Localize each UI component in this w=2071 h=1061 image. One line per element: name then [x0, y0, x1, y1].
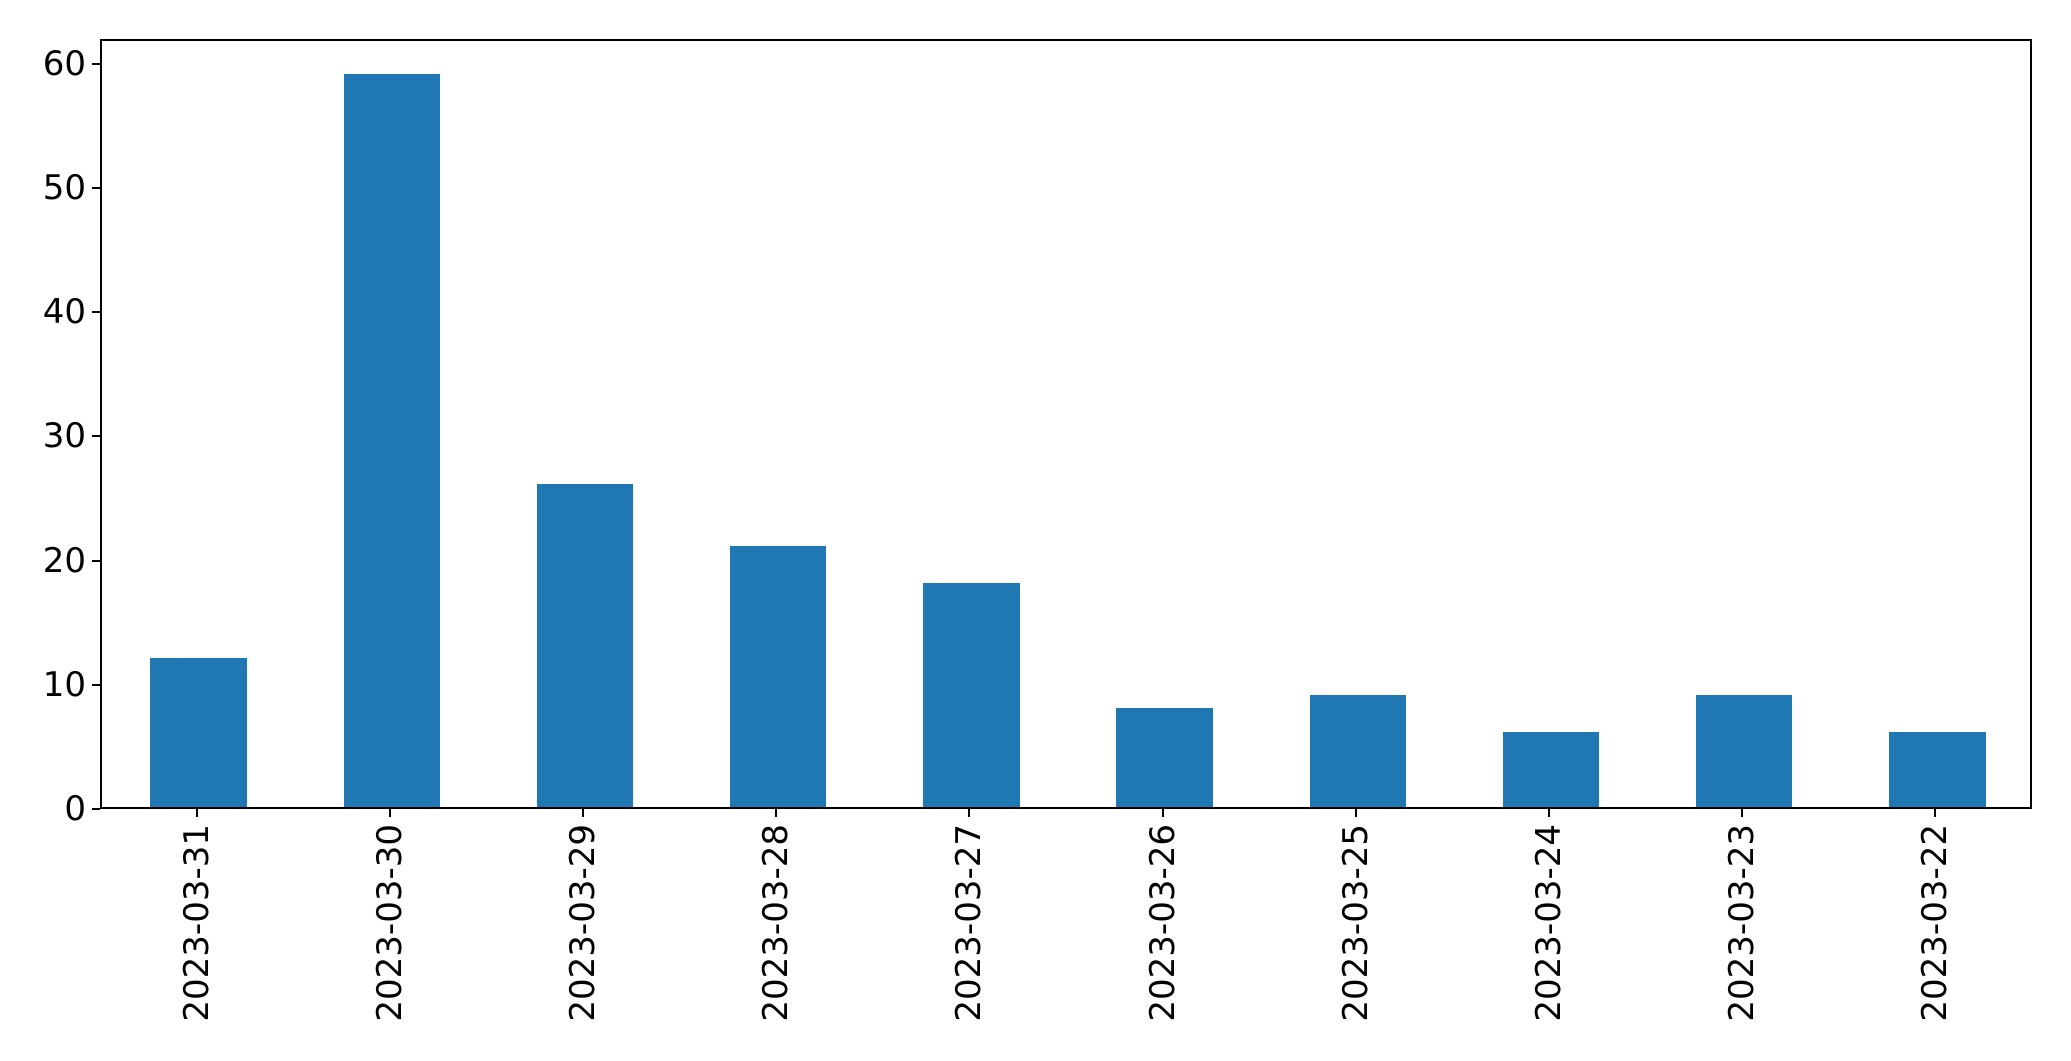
bar-2023-03-27 — [923, 583, 1020, 807]
y-tick-mark — [92, 435, 100, 438]
bar-2023-03-31 — [150, 657, 247, 807]
x-tick-label: 2023-03-30 — [369, 824, 410, 1022]
y-tick-label: 0 — [64, 789, 86, 829]
y-tick-label: 20 — [42, 540, 86, 581]
y-tick-mark — [92, 62, 100, 65]
bar-2023-03-22 — [1889, 732, 1986, 807]
bar-2023-03-26 — [1116, 707, 1213, 807]
y-tick-label: 60 — [42, 43, 86, 84]
x-tick-mark — [1741, 809, 1744, 817]
x-tick-label: 2023-03-24 — [1529, 824, 1569, 1022]
bar-2023-03-25 — [1309, 695, 1407, 807]
bar-2023-03-24 — [1502, 732, 1600, 807]
x-tick-mark — [1548, 809, 1550, 817]
bar-2023-03-29 — [536, 484, 634, 807]
x-tick-mark — [1354, 809, 1357, 817]
bar-2023-03-23 — [1695, 695, 1793, 807]
y-tick-mark — [92, 187, 100, 190]
plot-area — [100, 39, 2032, 809]
x-tick-label: 2023-03-29 — [563, 824, 603, 1022]
y-tick-mark — [92, 683, 100, 686]
x-tick-mark — [1161, 809, 1164, 817]
y-tick-label: 40 — [42, 292, 86, 333]
x-tick-label: 2023-03-31 — [176, 824, 217, 1022]
y-tick-mark — [92, 808, 100, 810]
x-tick-label: 2023-03-23 — [1722, 824, 1763, 1022]
x-tick-label: 2023-03-26 — [1142, 824, 1183, 1022]
bar-2023-03-28 — [729, 546, 827, 807]
x-tick-label: 2023-03-28 — [756, 824, 797, 1022]
x-tick-mark — [388, 809, 391, 817]
y-tick-mark — [92, 559, 100, 562]
y-tick-label: 10 — [42, 664, 86, 705]
y-tick-label: 50 — [42, 168, 86, 209]
y-tick-mark — [92, 311, 100, 314]
x-tick-mark — [582, 809, 584, 817]
x-tick-mark — [1934, 809, 1937, 817]
x-tick-mark — [775, 809, 778, 817]
bar-2023-03-30 — [343, 74, 441, 807]
x-tick-label: 2023-03-22 — [1915, 824, 1956, 1022]
x-tick-mark — [968, 809, 971, 817]
x-tick-label: 2023-03-25 — [1335, 824, 1376, 1022]
x-tick-mark — [195, 809, 198, 817]
y-tick-label: 30 — [42, 416, 86, 457]
x-tick-label: 2023-03-27 — [949, 824, 990, 1022]
